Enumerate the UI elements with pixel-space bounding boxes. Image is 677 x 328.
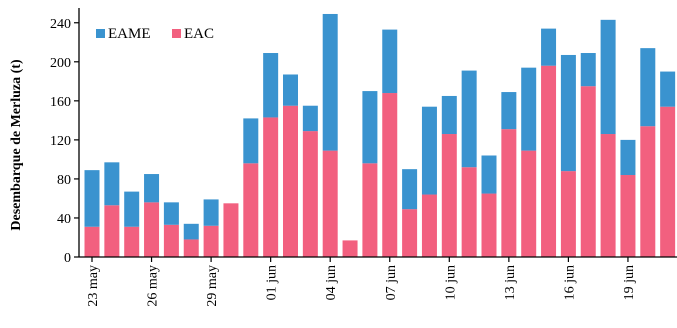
bar-eame [263, 53, 278, 117]
bar-eac [501, 129, 516, 257]
bar-eac [283, 106, 298, 257]
bars-layer [85, 14, 677, 257]
bar-eame [660, 72, 675, 107]
x-tick-label: 13 jun [503, 265, 518, 300]
bar-eac [581, 86, 596, 257]
bar-eame [620, 140, 635, 175]
bar-eac [223, 203, 238, 257]
y-tick-label: 240 [50, 17, 71, 32]
bar-eac [343, 240, 358, 257]
legend-swatch-eame [96, 29, 105, 38]
bar-eac [482, 194, 497, 257]
y-tick-label: 200 [50, 56, 71, 71]
bar-eac [382, 93, 397, 257]
legend-label-eac: EAC [184, 26, 214, 42]
bar-eac [362, 163, 377, 257]
x-tick-label: 04 jun [324, 265, 339, 300]
bar-eame [184, 224, 199, 240]
bar-eame [362, 91, 377, 163]
bar-eac [620, 175, 635, 257]
bar-eame [521, 68, 536, 151]
y-tick-label: 40 [57, 212, 71, 227]
bar-eame [482, 155, 497, 193]
bar-eame [442, 96, 457, 134]
bar-eac [204, 226, 219, 257]
bar-eame [541, 29, 556, 66]
bar-eame [422, 107, 437, 195]
legend-label-eame: EAME [108, 26, 151, 42]
x-tick-label: 16 jun [562, 265, 577, 300]
bar-eac [561, 171, 576, 257]
bar-eac [601, 134, 616, 257]
bar-eac [323, 151, 338, 257]
bar-eame [601, 20, 616, 134]
bar-eac [422, 195, 437, 257]
bar-eame [104, 162, 119, 205]
bar-eac [660, 107, 675, 257]
legend-swatch-eac [172, 29, 181, 38]
bar-eame [640, 48, 655, 126]
bar-eac [184, 239, 199, 257]
bar-eac [541, 66, 556, 257]
x-tick-label: 23 may [86, 265, 101, 307]
x-tick-label: 10 jun [443, 265, 458, 300]
bar-eac [462, 167, 477, 257]
bar-eame [144, 174, 159, 202]
y-axis-label: Desembarque de Merluza (t) [9, 59, 24, 231]
bar-eac [521, 151, 536, 257]
x-tick-label: 19 jun [622, 265, 637, 300]
x-tick-label: 07 jun [384, 265, 399, 300]
bar-eac [442, 134, 457, 257]
bar-eac [263, 117, 278, 257]
bar-eac [144, 202, 159, 257]
y-tick-label: 160 [50, 95, 71, 110]
bar-eac [303, 131, 318, 257]
bar-eame [124, 192, 139, 227]
bar-eac [640, 126, 655, 257]
bar-eame [581, 53, 596, 86]
y-tick-label: 0 [64, 251, 71, 266]
x-tick-label: 29 may [205, 265, 220, 307]
x-tick-label: 01 jun [265, 265, 280, 300]
bar-eame [382, 30, 397, 93]
bar-eame [303, 106, 318, 131]
bar-eame [462, 71, 477, 168]
x-tick-label: 26 may [146, 265, 161, 307]
bar-eame [402, 169, 417, 209]
bar-eame [283, 74, 298, 105]
bar-eac [243, 163, 258, 257]
bar-eac [85, 227, 100, 257]
bar-eac [164, 225, 179, 257]
bar-eame [85, 170, 100, 227]
bar-eac [124, 227, 139, 257]
y-tick-label: 120 [50, 134, 71, 149]
bar-eac [104, 205, 119, 257]
bar-eame [164, 202, 179, 224]
bar-eame [243, 118, 258, 163]
y-tick-label: 80 [57, 173, 71, 188]
legend: EAME EAC [96, 26, 214, 42]
bar-eame [501, 92, 516, 129]
bar-eac [402, 209, 417, 257]
bar-eame [204, 199, 219, 225]
bar-eame [323, 14, 338, 151]
bar-eame [561, 55, 576, 171]
